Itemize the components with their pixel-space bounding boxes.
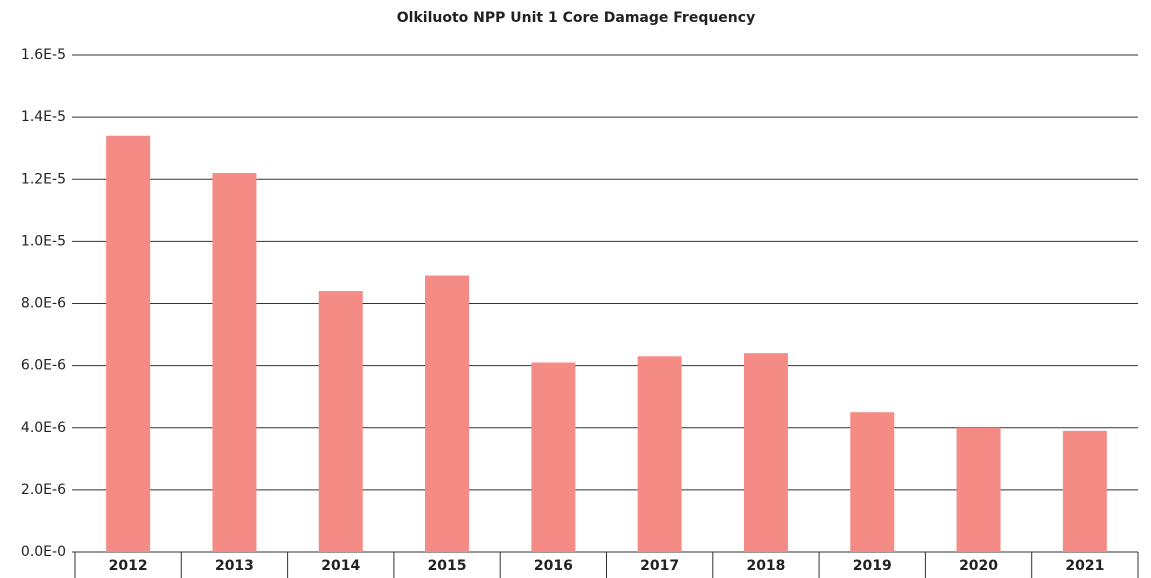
x-tick-label: 2014: [321, 558, 360, 574]
y-tick-label: 4.0E-6: [21, 420, 66, 436]
y-tick-label: 6.0E-6: [21, 358, 66, 374]
x-tick-label: 2016: [534, 558, 573, 574]
x-tick-label: 2021: [1065, 558, 1104, 574]
x-tick-label: 2012: [109, 558, 148, 574]
bar: [106, 135, 151, 552]
chart-title: Olkiluoto NPP Unit 1 Core Damage Frequen…: [397, 10, 755, 26]
bar: [637, 356, 682, 552]
y-tick-label: 8.0E-6: [21, 296, 66, 312]
bar: [1062, 430, 1107, 552]
x-tick-label: 2020: [959, 558, 998, 574]
x-tick-label: 2013: [215, 558, 254, 574]
y-tick-label: 0.0E-0: [21, 544, 66, 560]
x-tick-label: 2018: [746, 558, 785, 574]
bar: [850, 412, 895, 552]
bar: [425, 275, 470, 552]
y-tick-label: 1.4E-5: [21, 109, 66, 125]
y-tick-label: 1.0E-5: [21, 233, 66, 249]
x-tick-label: 2019: [853, 558, 892, 574]
x-tick-label: 2017: [640, 558, 679, 574]
bar: [318, 291, 363, 552]
bar: [743, 353, 788, 552]
bar: [956, 427, 1001, 552]
x-tick-label: 2015: [428, 558, 467, 574]
bar: [212, 173, 257, 552]
y-tick-label: 2.0E-6: [21, 482, 66, 498]
bar: [531, 362, 576, 552]
y-tick-label: 1.6E-5: [21, 47, 66, 63]
y-tick-label: 1.2E-5: [21, 171, 66, 187]
